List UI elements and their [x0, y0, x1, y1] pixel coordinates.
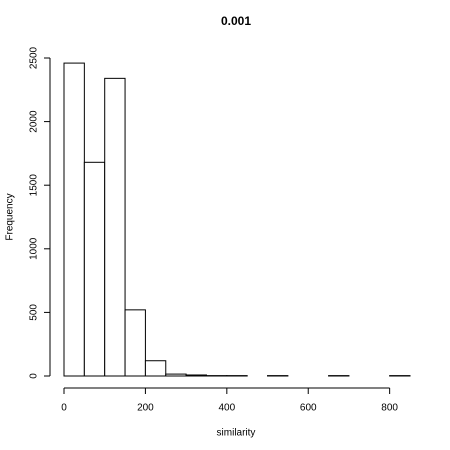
y-tick-label: 0	[29, 373, 40, 379]
x-axis-label: similarity	[217, 428, 256, 439]
x-tick-label: 400	[218, 403, 235, 414]
y-tick-label: 2500	[29, 46, 40, 69]
bar	[185, 374, 207, 377]
bar	[124, 309, 146, 377]
bar	[83, 161, 106, 377]
y-tick-label: 500	[29, 304, 40, 321]
bar	[165, 373, 187, 377]
y-tick-label: 1500	[29, 174, 40, 197]
bar	[63, 62, 85, 377]
y-tick-label: 2000	[29, 110, 40, 133]
y-axis-label: Frequency	[5, 193, 16, 240]
y-tick-label: 1000	[29, 237, 40, 260]
x-tick-label: 800	[381, 403, 398, 414]
x-tick-label: 200	[137, 403, 154, 414]
chart-title: 0.001	[221, 14, 251, 28]
bar	[104, 77, 126, 377]
bar	[144, 360, 167, 377]
x-tick-label: 600	[300, 403, 317, 414]
x-tick-label: 0	[61, 403, 67, 414]
